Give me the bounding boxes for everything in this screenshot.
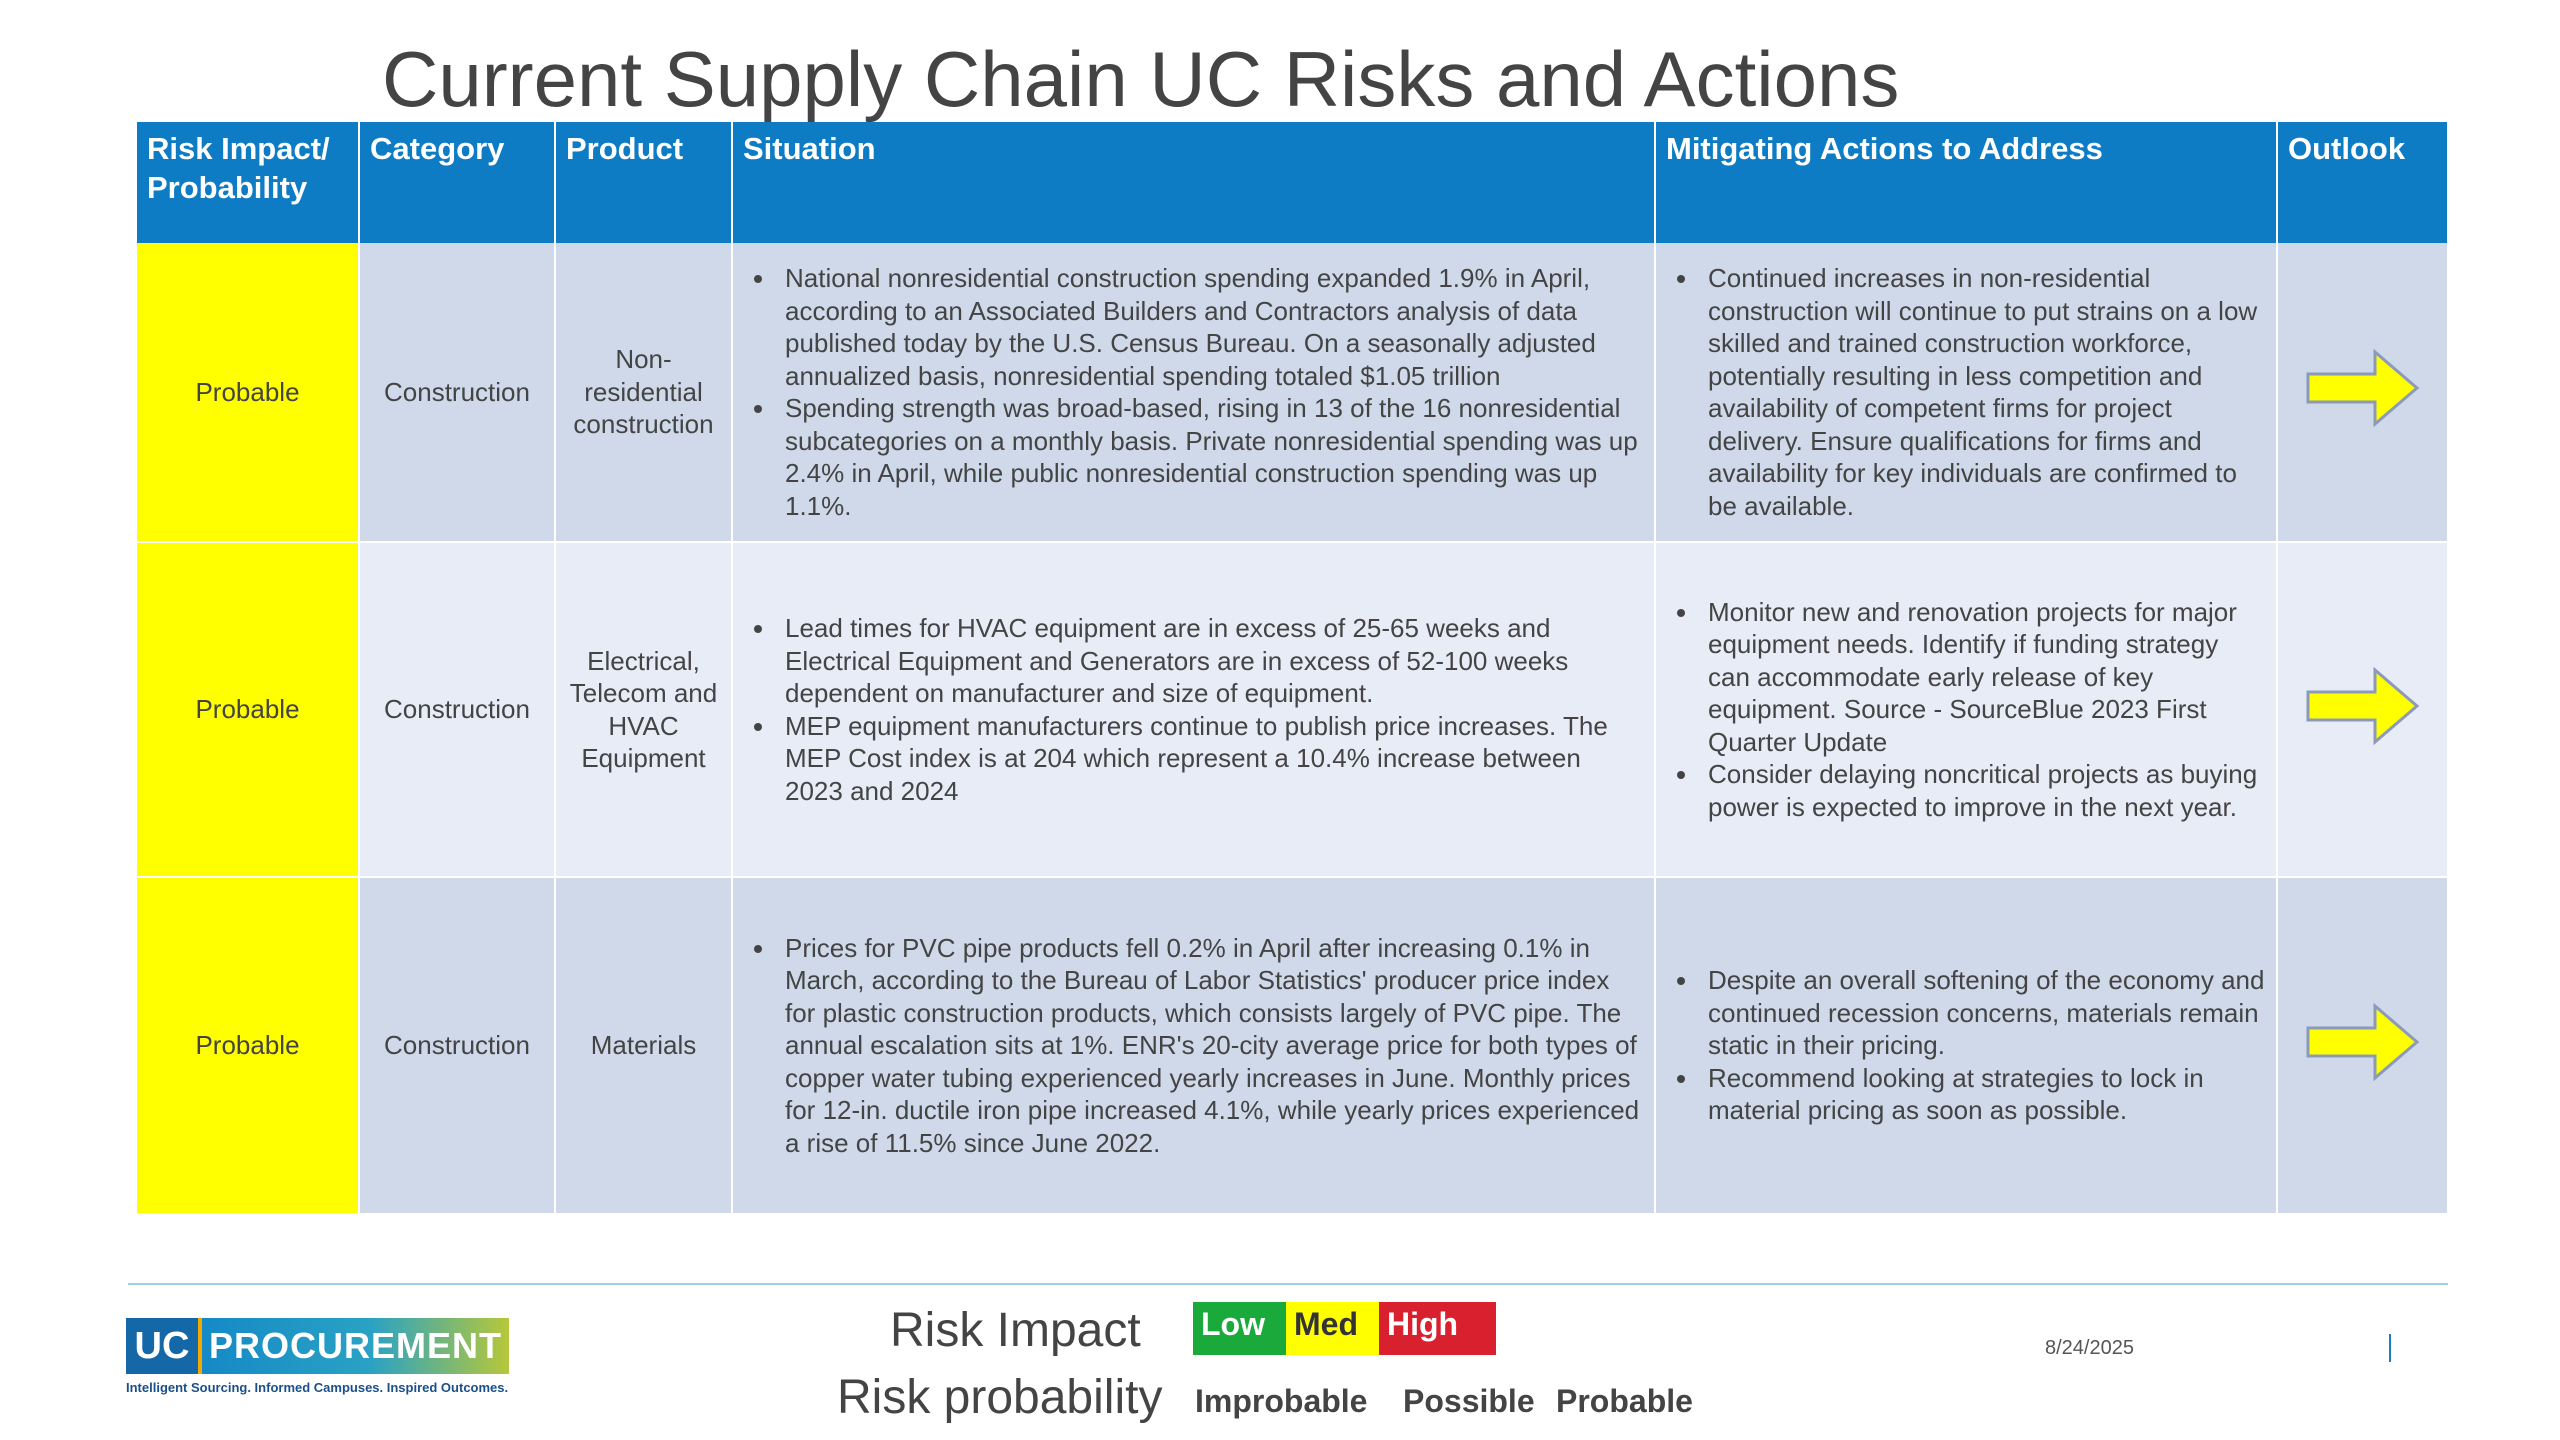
table-row: Probable Construction Electrical, Teleco… — [137, 542, 2449, 878]
situation-bullet: Lead times for HVAC equipment are in exc… — [777, 612, 1644, 710]
product-cell: Materials — [555, 877, 733, 1215]
mitigating-actions-cell: Monitor new and renovation projects for … — [1655, 542, 2278, 878]
category-cell: Construction — [359, 542, 556, 878]
outlook-cell — [2277, 243, 2449, 543]
situation-bullet: Spending strength was broad-based, risin… — [777, 392, 1644, 522]
header-product: Product — [555, 122, 733, 243]
table-row: Probable Construction Materials Prices f… — [137, 877, 2449, 1215]
uc-procurement-logo: UC PROCUREMENT Intelligent Sourcing. Inf… — [126, 1318, 509, 1395]
risk-probability-label: Risk probability — [837, 1371, 1163, 1424]
situation-bullet: Prices for PVC pipe products fell 0.2% i… — [777, 932, 1644, 1160]
logo-procurement-text: PROCUREMENT — [202, 1318, 509, 1374]
logo-uc-text: UC — [126, 1318, 198, 1374]
probability-improbable: Improbable — [1195, 1383, 1368, 1419]
situation-bullet: National nonresidential construction spe… — [777, 262, 1644, 392]
header-mitigating-actions: Mitigating Actions to Address — [1655, 122, 2278, 243]
action-bullet: Consider delaying noncritical projects a… — [1700, 758, 2266, 823]
page-number-divider — [2389, 1334, 2391, 1362]
risk-table: Risk Impact/ Probability Category Produc… — [137, 122, 2449, 1215]
impact-low-badge: Low — [1193, 1302, 1286, 1355]
yellow-right-arrow-icon — [2306, 666, 2419, 746]
probability-probable: Probable — [1556, 1383, 1693, 1419]
header-situation: Situation — [732, 122, 1656, 243]
outlook-cell — [2277, 542, 2449, 878]
situation-cell: Lead times for HVAC equipment are in exc… — [732, 542, 1656, 878]
risk-probability-cell: Probable — [137, 243, 360, 543]
situation-cell: National nonresidential construction spe… — [732, 243, 1656, 543]
footer-divider — [128, 1283, 2448, 1285]
header-risk-impact: Risk Impact/ Probability — [137, 122, 360, 243]
header-category: Category — [359, 122, 556, 243]
slide-date: 8/24/2025 — [2045, 1337, 2134, 1359]
table-row: Probable Construction Non-residential co… — [137, 243, 2449, 543]
risk-impact-legend: Low Med High — [1193, 1302, 1496, 1355]
action-bullet: Monitor new and renovation projects for … — [1700, 596, 2266, 759]
category-cell: Construction — [359, 877, 556, 1215]
action-bullet: Despite an overall softening of the econ… — [1700, 964, 2266, 1062]
probability-possible: Possible — [1403, 1383, 1535, 1419]
product-cell: Non-residential construction — [555, 243, 733, 543]
outlook-cell — [2277, 877, 2449, 1215]
impact-high-badge: High — [1379, 1302, 1496, 1355]
yellow-right-arrow-icon — [2306, 348, 2419, 428]
action-bullet: Recommend looking at strategies to lock … — [1700, 1062, 2266, 1127]
slide-title: Current Supply Chain UC Risks and Action… — [382, 35, 1900, 123]
table-header-row: Risk Impact/ Probability Category Produc… — [137, 122, 2449, 243]
category-cell: Construction — [359, 243, 556, 543]
risk-probability-cell: Probable — [137, 877, 360, 1215]
yellow-right-arrow-icon — [2306, 1002, 2419, 1082]
header-outlook: Outlook — [2277, 122, 2449, 243]
logo-tagline: Intelligent Sourcing. Informed Campuses.… — [126, 1380, 509, 1395]
mitigating-actions-cell: Despite an overall softening of the econ… — [1655, 877, 2278, 1215]
action-bullet: Continued increases in non-residential c… — [1700, 262, 2266, 522]
impact-med-badge: Med — [1286, 1302, 1379, 1355]
mitigating-actions-cell: Continued increases in non-residential c… — [1655, 243, 2278, 543]
risk-impact-label: Risk Impact — [890, 1304, 1141, 1357]
product-cell: Electrical, Telecom and HVAC Equipment — [555, 542, 733, 878]
situation-cell: Prices for PVC pipe products fell 0.2% i… — [732, 877, 1656, 1215]
situation-bullet: MEP equipment manufacturers continue to … — [777, 710, 1644, 808]
risk-probability-cell: Probable — [137, 542, 360, 878]
